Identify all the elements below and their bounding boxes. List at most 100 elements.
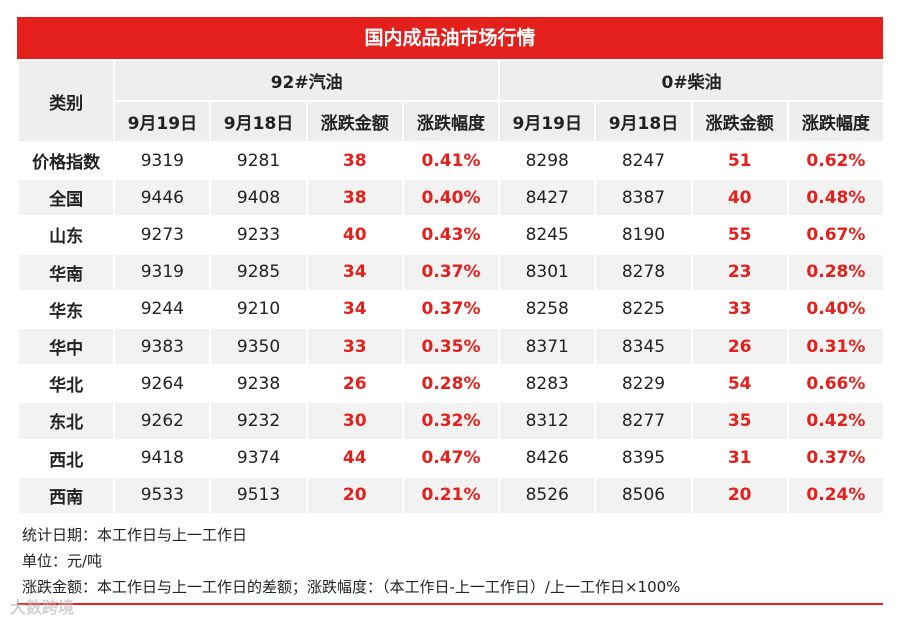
price-table: 类别 92#汽油 0#柴油 9月19日 9月18日 涨跌金额 涨跌幅度 9月19日 9月18日涨…: [16, 59, 886, 515]
note-line: 单位：元/吨: [22, 552, 103, 570]
value-cell: 8277: [594, 401, 693, 441]
value-cell: 9374: [209, 438, 308, 478]
value-cell: 0.42%: [786, 401, 886, 441]
region-cell: 华东: [16, 289, 116, 329]
data-row: 华北 9264 9238 26 0.28% 8283 8229 54 0.66%: [16, 364, 886, 404]
value-cell: 33: [690, 289, 789, 329]
value-cell: 9513: [209, 475, 308, 515]
value-cell: 31: [690, 438, 789, 478]
region-cell: 西南: [16, 475, 116, 515]
value-cell: 8225: [594, 289, 693, 329]
value-cell: 38: [305, 140, 404, 181]
value-cell: 9285: [209, 252, 308, 292]
data-row: 华东 9244 9210 34 0.37% 8258 8225 33 0.40%: [16, 289, 886, 329]
value-cell: 40: [305, 215, 404, 255]
subheader-row: 9月19日 9月18日 涨跌金额 涨跌幅度 9月19日 9月18日 涨跌金额 涨跌幅度: [18, 100, 886, 143]
value-cell: 8506: [594, 475, 693, 515]
value-cell: 8526: [498, 475, 597, 515]
value-cell: 0.37%: [401, 252, 501, 292]
value-cell: 33: [305, 326, 404, 367]
column-header: 涨跌金额: [305, 100, 404, 143]
bottom-rule: [17, 603, 883, 605]
value-cell: 9350: [209, 326, 308, 367]
data-row: 西南 9533 9513 20 0.21% 8526 8506 20 0.24%: [16, 475, 886, 515]
value-cell: 9273: [113, 215, 212, 255]
value-cell: 8387: [594, 178, 693, 218]
value-cell: 8245: [498, 215, 597, 255]
region-cell: 华南: [16, 252, 116, 292]
value-cell: 44: [305, 438, 404, 478]
value-cell: 9281: [209, 140, 308, 181]
data-row: 全国 9446 9408 38 0.40% 8427 8387 40 0.48%: [16, 178, 886, 218]
value-cell: 8278: [594, 252, 693, 292]
value-cell: 9210: [209, 289, 308, 329]
column-header: 9月18日: [209, 100, 308, 143]
value-cell: 0.40%: [786, 289, 886, 329]
value-cell: 35: [690, 401, 789, 441]
value-cell: 8298: [498, 140, 597, 181]
value-cell: 0.37%: [401, 289, 501, 329]
value-cell: 9533: [113, 475, 212, 515]
value-cell: 9319: [113, 252, 212, 292]
value-cell: 38: [305, 178, 404, 218]
value-cell: 8258: [498, 289, 597, 329]
value-cell: 0.41%: [401, 140, 501, 181]
column-header: 9月19日: [498, 100, 597, 143]
column-header: 9月19日: [113, 100, 212, 143]
value-cell: 0.62%: [786, 140, 886, 181]
region-cell: 山东: [16, 215, 116, 255]
data-row: 山东 9273 9233 40 0.43% 8245 8190 55 0.67%: [16, 215, 886, 255]
value-cell: 9232: [209, 401, 308, 441]
value-cell: 9383: [113, 326, 212, 367]
value-cell: 51: [690, 140, 789, 181]
note-line: 涨跌金额：本工作日与上一工作日的差额；涨跌幅度：（本工作日-上一工作日）/上一工…: [22, 578, 681, 596]
value-cell: 0.32%: [401, 401, 501, 441]
value-cell: 34: [305, 289, 404, 329]
value-cell: 0.40%: [401, 178, 501, 218]
value-cell: 9238: [209, 364, 308, 404]
value-cell: 0.35%: [401, 326, 501, 367]
value-cell: 8345: [594, 326, 693, 367]
group-header: 0#柴油: [498, 59, 886, 102]
data-row: 华南 9319 9285 34 0.37% 8301 8278 23 0.28%: [16, 252, 886, 292]
value-cell: 9264: [113, 364, 212, 404]
value-cell: 9262: [113, 401, 212, 441]
note-line: 统计日期：本工作日与上一工作日: [22, 526, 248, 544]
group-header: 92#汽油: [113, 59, 501, 102]
value-cell: 23: [690, 252, 789, 292]
data-row: 价格指数 9319 9281 38 0.41% 8298 8247 51 0.62%: [16, 140, 886, 181]
data-row: 华中 9383 9350 33 0.35% 8371 8345 26 0.31%: [16, 326, 886, 367]
value-cell: 34: [305, 252, 404, 292]
value-cell: 9319: [113, 140, 212, 181]
value-cell: 9244: [113, 289, 212, 329]
value-cell: 40: [690, 178, 789, 218]
table-title: 国内成品油市场行情: [17, 17, 883, 59]
value-cell: 0.28%: [786, 252, 886, 292]
value-cell: 0.28%: [401, 364, 501, 404]
value-cell: 8247: [594, 140, 693, 181]
value-cell: 8190: [594, 215, 693, 255]
value-cell: 20: [690, 475, 789, 515]
value-cell: 54: [690, 364, 789, 404]
value-cell: 0.24%: [786, 475, 886, 515]
region-cell: 全国: [16, 178, 116, 218]
region-cell: 西北: [16, 438, 116, 478]
market-table-panel: 国内成品油市场行情 类别 92#汽油 0#柴油 9月19日 9月18日 涨跌金额 涨跌幅度 9…: [16, 17, 886, 515]
value-cell: 55: [690, 215, 789, 255]
value-cell: 0.48%: [786, 178, 886, 218]
column-header: 涨跌幅度: [401, 100, 501, 143]
value-cell: 8426: [498, 438, 597, 478]
value-cell: 26: [690, 326, 789, 367]
value-cell: 0.66%: [786, 364, 886, 404]
value-cell: 8283: [498, 364, 597, 404]
column-header: 涨跌幅度: [786, 100, 886, 143]
category-header: 类别: [16, 59, 116, 143]
value-cell: 20: [305, 475, 404, 515]
column-header: 9月18日: [594, 100, 693, 143]
value-cell: 0.67%: [786, 215, 886, 255]
data-row: 东北 9262 9232 30 0.32% 8312 8277 35 0.42%: [16, 401, 886, 441]
value-cell: 9446: [113, 178, 212, 218]
region-cell: 价格指数: [16, 140, 116, 181]
value-cell: 8395: [594, 438, 693, 478]
